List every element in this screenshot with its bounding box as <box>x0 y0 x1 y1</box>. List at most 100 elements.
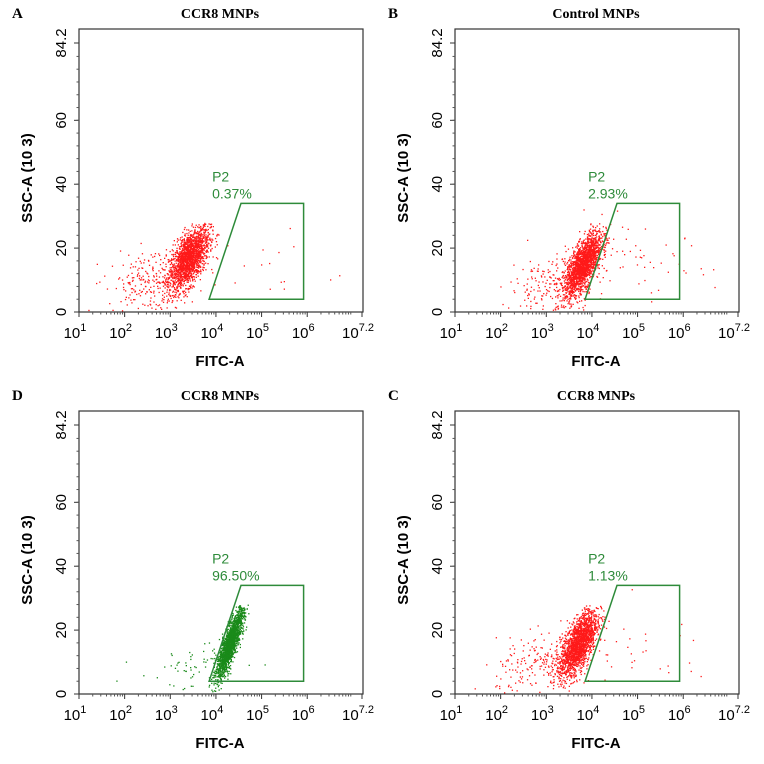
data-point <box>195 269 198 272</box>
panel-title: Control MNPs <box>552 7 640 22</box>
data-point <box>589 269 591 271</box>
data-point <box>174 266 176 268</box>
data-point <box>138 277 140 280</box>
data-point <box>189 239 191 242</box>
data-point <box>188 276 191 278</box>
data-point <box>185 270 187 272</box>
data-point <box>226 630 228 632</box>
data-point <box>178 272 180 275</box>
data-point <box>230 673 232 675</box>
data-point <box>594 248 597 250</box>
data-point <box>582 248 585 250</box>
data-point <box>176 238 179 240</box>
data-point <box>203 234 205 237</box>
data-point <box>109 303 111 305</box>
data-point <box>584 277 586 279</box>
data-point <box>176 290 178 292</box>
data-point <box>197 252 199 255</box>
data-point <box>176 286 178 288</box>
data-point <box>572 269 574 271</box>
data-point <box>178 254 180 256</box>
data-point <box>172 284 174 286</box>
data-point <box>592 242 594 245</box>
data-point <box>176 281 178 283</box>
data-point <box>591 236 593 238</box>
data-point <box>184 295 186 297</box>
data-point <box>191 269 193 271</box>
data-point <box>193 270 195 273</box>
data-point <box>158 282 161 284</box>
data-point <box>203 252 205 254</box>
data-point <box>170 270 172 273</box>
data-point <box>587 267 589 269</box>
data-point <box>131 291 133 294</box>
data-point <box>595 258 597 260</box>
data-point <box>200 252 203 254</box>
data-point <box>148 275 150 278</box>
data-point <box>137 269 139 271</box>
data-point <box>193 267 196 269</box>
data-point <box>198 233 201 236</box>
data-point <box>567 273 569 276</box>
data-point <box>585 274 587 276</box>
data-point <box>530 300 532 303</box>
data-point <box>588 229 590 231</box>
data-point <box>146 291 148 293</box>
data-point <box>575 256 577 258</box>
data-point <box>194 262 197 264</box>
data-point <box>181 260 184 262</box>
data-point <box>169 274 171 276</box>
data-point <box>181 279 184 281</box>
data-point <box>579 239 581 241</box>
data-point <box>153 280 155 283</box>
data-point <box>139 289 141 291</box>
data-point <box>565 287 567 289</box>
data-point <box>608 242 610 244</box>
data-point <box>568 300 571 302</box>
data-point <box>172 259 174 261</box>
data-point <box>595 247 598 249</box>
data-point <box>588 254 590 257</box>
data-point <box>568 264 570 266</box>
data-point <box>526 283 528 285</box>
data-point <box>587 237 589 239</box>
data-point <box>564 277 566 279</box>
data-point <box>126 304 128 306</box>
data-point <box>186 276 188 278</box>
data-point <box>572 286 575 288</box>
data-point <box>187 240 189 242</box>
data-point <box>558 279 560 281</box>
data-point <box>557 305 559 307</box>
data-point <box>173 295 176 297</box>
data-point <box>590 246 593 248</box>
data-point <box>172 300 174 302</box>
data-point <box>604 244 607 247</box>
data-point <box>212 691 214 693</box>
data-point <box>170 259 172 261</box>
data-point <box>545 289 548 291</box>
data-point <box>585 267 588 269</box>
data-point <box>197 260 200 262</box>
data-point <box>587 258 589 260</box>
data-point <box>181 241 183 243</box>
data-point <box>212 677 214 679</box>
data-point <box>586 265 588 268</box>
data-point <box>597 265 599 267</box>
data-point <box>564 297 566 299</box>
data-point <box>548 260 550 263</box>
data-point <box>198 232 200 234</box>
data-point <box>583 271 586 273</box>
data-point <box>627 228 629 230</box>
data-point <box>588 274 591 277</box>
data-point <box>562 275 564 277</box>
data-point <box>192 264 194 267</box>
data-point <box>564 288 566 290</box>
data-point <box>187 268 189 270</box>
data-point <box>205 234 207 236</box>
data-point <box>574 284 576 287</box>
data-point <box>234 650 237 652</box>
data-point <box>576 288 579 290</box>
data-point <box>550 277 552 279</box>
data-point <box>205 242 207 244</box>
data-point <box>590 239 592 241</box>
